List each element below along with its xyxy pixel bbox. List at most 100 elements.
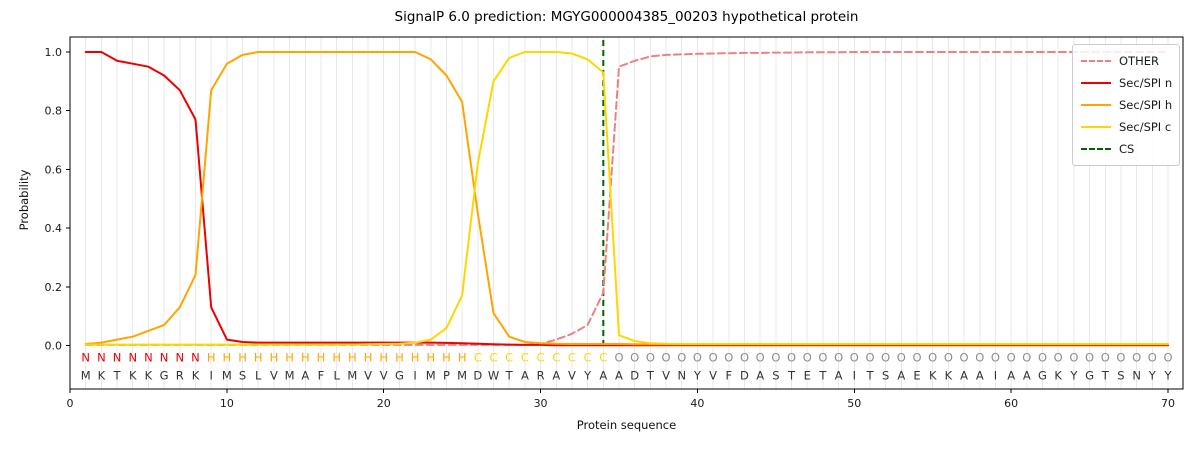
sequence-letter: V (364, 369, 372, 383)
sequence-letter: S (1117, 369, 1124, 383)
region-letter: O (1085, 351, 1094, 365)
region-letter: N (191, 351, 200, 365)
region-letter: C (584, 351, 592, 365)
sequence-letter: K (129, 369, 137, 383)
sequence-letter: T (865, 369, 874, 383)
region-letter: O (818, 351, 827, 365)
sequence-letter: K (192, 369, 200, 383)
region-letter: O (897, 351, 906, 365)
region-letter: N (144, 351, 153, 365)
sequence-letter: D (740, 369, 749, 383)
sequence-letter: V (380, 369, 388, 383)
sequence-letter: E (804, 369, 811, 383)
region-letter: C (489, 351, 497, 365)
series-line-sec-spi-h (84, 51, 1169, 346)
sequence-letter: Y (1148, 369, 1157, 383)
region-letter: O (646, 351, 655, 365)
sequence-letter: K (98, 369, 106, 383)
legend-item-sec-spi-h: Sec/SPI h (1081, 94, 1172, 116)
sequence-letter: L (333, 369, 340, 383)
region-letter: O (850, 351, 859, 365)
sequence-letter: T (646, 369, 655, 383)
sequence-letter: M (222, 369, 232, 383)
series-lines (84, 51, 1169, 347)
sequence-letter: M (426, 369, 436, 383)
sequence-letter: I (853, 369, 856, 383)
sequence-letter: I (209, 369, 212, 383)
legend-label: Sec/SPI n (1119, 76, 1173, 90)
region-letter: O (881, 351, 890, 365)
region-letter: O (803, 351, 812, 365)
region-letter: N (160, 351, 169, 365)
region-letter: O (865, 351, 874, 365)
region-letter: C (537, 351, 545, 365)
region-letter: O (756, 351, 765, 365)
legend-item-other: OTHER (1081, 50, 1171, 72)
region-letter: H (379, 351, 388, 365)
sequence-letter: T (1101, 369, 1110, 383)
region-letter: H (301, 351, 310, 365)
sequence-letter: A (976, 369, 984, 383)
sequence-letter: G (395, 369, 404, 383)
sequence-letter: D (630, 369, 639, 383)
region-letter: N (128, 351, 137, 365)
sequence-letter: R (537, 369, 545, 383)
region-letter: O (1132, 351, 1141, 365)
series-line-sec-spi-c (84, 51, 1169, 346)
sequence-letter: N (677, 369, 686, 383)
region-letter: O (787, 351, 796, 365)
region-letter: H (207, 351, 216, 365)
sequence-letter: A (301, 369, 309, 383)
region-letter: O (693, 351, 702, 365)
y-tick-label: 0.0 (45, 340, 63, 353)
region-letter: H (238, 351, 247, 365)
region-letter: O (709, 351, 718, 365)
x-tick-label: 60 (1004, 397, 1018, 410)
legend-item-sec-spi-c: Sec/SPI c (1081, 116, 1171, 138)
x-tick-label: 70 (1161, 397, 1175, 410)
x-tick-label: 40 (690, 397, 704, 410)
sequence-letter: A (1023, 369, 1031, 383)
region-letter: H (411, 351, 420, 365)
region-letter: C (474, 351, 482, 365)
region-letter: O (912, 351, 921, 365)
region-letter: N (175, 351, 184, 365)
sequence-letter: K (945, 369, 953, 383)
region-letter: O (677, 351, 686, 365)
sequence-letter: G (1038, 369, 1047, 383)
sequence-letter: T (113, 369, 122, 383)
legend-label: CS (1119, 142, 1135, 156)
sequence-letter: A (615, 369, 623, 383)
y-axis-ticks: 0.0 0.2 0.4 0.6 0.8 1.0 (45, 46, 70, 353)
sequence-letter: S (772, 369, 779, 383)
sequence-letter: A (960, 369, 968, 383)
sequence-letter: S (239, 369, 246, 383)
legend-box: OTHER Sec/SPI n Sec/SPI h Sec/SPI c CS (1072, 44, 1180, 166)
sequence-letter: Y (1069, 369, 1078, 383)
sequence-letter: A (1007, 369, 1015, 383)
region-letter: O (771, 351, 780, 365)
x-axis-label: Protein sequence (576, 418, 677, 432)
region-letter: O (614, 351, 623, 365)
gridlines (85, 37, 1169, 389)
region-letter: H (223, 351, 232, 365)
region-letter: O (1069, 351, 1078, 365)
sequence-letter: V (568, 369, 576, 383)
sequence-letter: L (255, 369, 262, 383)
region-letter: O (960, 351, 969, 365)
region-letter: O (1116, 351, 1125, 365)
legend-swatch (1081, 104, 1111, 106)
sequence-letter: E (913, 369, 920, 383)
region-letter: O (1022, 351, 1031, 365)
region-letter: O (662, 351, 671, 365)
y-tick-label: 0.2 (45, 281, 63, 294)
sequence-letter: Y (693, 369, 702, 383)
legend-swatch (1081, 126, 1111, 128)
sequence-letter: F (725, 369, 732, 383)
sequence-letter: T (787, 369, 796, 383)
x-tick-label: 20 (377, 397, 391, 410)
region-letter: H (348, 351, 357, 365)
region-letter: H (285, 351, 294, 365)
